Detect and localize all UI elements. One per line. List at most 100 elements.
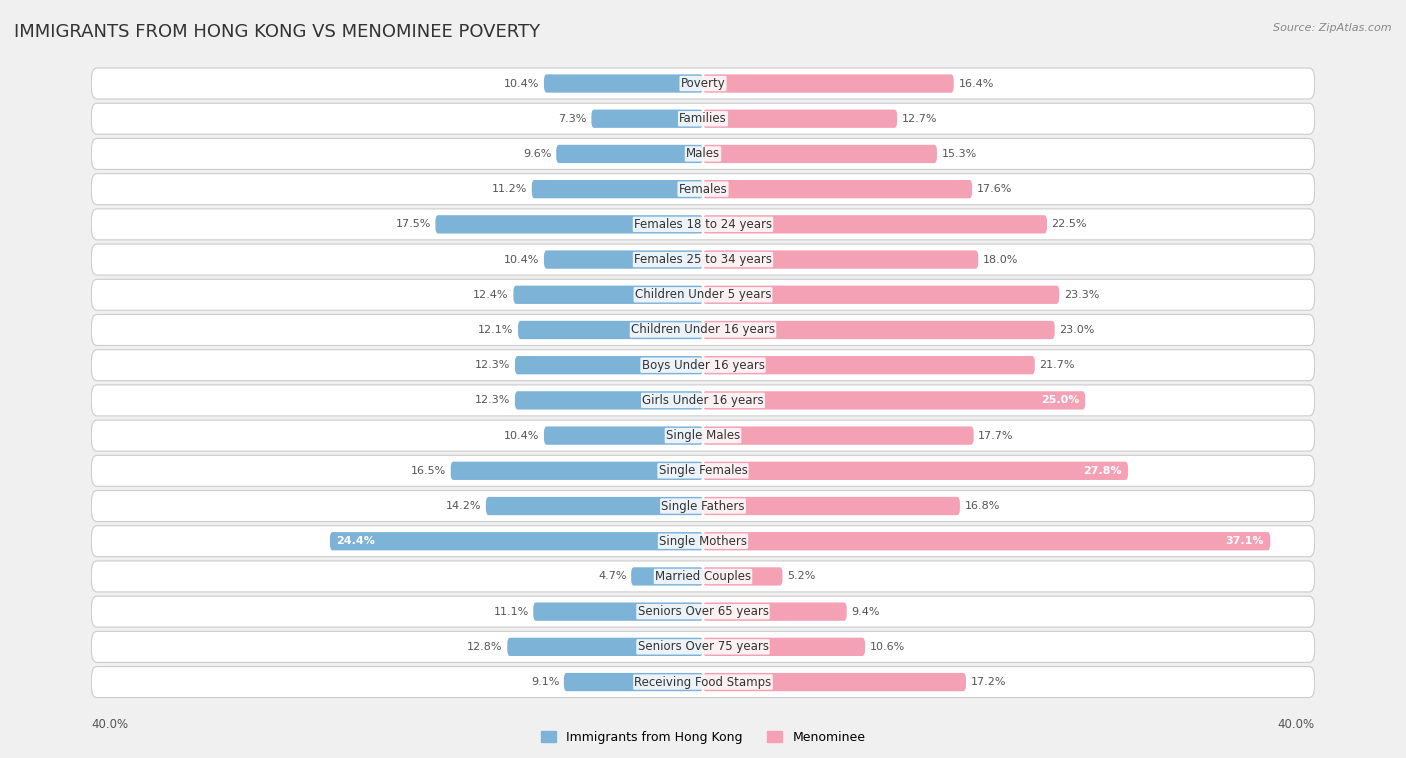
Text: 27.8%: 27.8% xyxy=(1084,466,1122,476)
Text: 11.2%: 11.2% xyxy=(492,184,527,194)
FancyBboxPatch shape xyxy=(703,673,966,691)
Text: 14.2%: 14.2% xyxy=(446,501,481,511)
FancyBboxPatch shape xyxy=(515,356,703,374)
Text: Children Under 5 years: Children Under 5 years xyxy=(634,288,772,301)
FancyBboxPatch shape xyxy=(91,631,1315,662)
Text: 10.6%: 10.6% xyxy=(870,642,905,652)
Text: 16.4%: 16.4% xyxy=(959,79,994,89)
FancyBboxPatch shape xyxy=(91,68,1315,99)
Text: Girls Under 16 years: Girls Under 16 years xyxy=(643,394,763,407)
FancyBboxPatch shape xyxy=(91,420,1315,451)
FancyBboxPatch shape xyxy=(91,526,1315,556)
Text: Single Mothers: Single Mothers xyxy=(659,534,747,548)
Text: 10.4%: 10.4% xyxy=(503,255,540,265)
Text: Poverty: Poverty xyxy=(681,77,725,90)
Text: Single Fathers: Single Fathers xyxy=(661,500,745,512)
Text: 17.7%: 17.7% xyxy=(979,431,1014,440)
Text: 10.4%: 10.4% xyxy=(503,79,540,89)
Text: Receiving Food Stamps: Receiving Food Stamps xyxy=(634,675,772,688)
FancyBboxPatch shape xyxy=(515,391,703,409)
FancyBboxPatch shape xyxy=(436,215,703,233)
FancyBboxPatch shape xyxy=(703,321,1054,339)
Text: 17.2%: 17.2% xyxy=(970,677,1007,687)
Text: 37.1%: 37.1% xyxy=(1226,536,1264,547)
FancyBboxPatch shape xyxy=(703,145,936,163)
Text: 12.4%: 12.4% xyxy=(474,290,509,299)
Text: 5.2%: 5.2% xyxy=(787,572,815,581)
FancyBboxPatch shape xyxy=(91,315,1315,346)
Text: 17.6%: 17.6% xyxy=(977,184,1012,194)
Text: Source: ZipAtlas.com: Source: ZipAtlas.com xyxy=(1274,23,1392,33)
FancyBboxPatch shape xyxy=(703,180,972,199)
FancyBboxPatch shape xyxy=(544,427,703,445)
Text: 23.0%: 23.0% xyxy=(1059,325,1095,335)
FancyBboxPatch shape xyxy=(703,637,865,656)
Text: Males: Males xyxy=(686,148,720,161)
Text: 24.4%: 24.4% xyxy=(336,536,375,547)
FancyBboxPatch shape xyxy=(91,490,1315,522)
FancyBboxPatch shape xyxy=(91,139,1315,170)
FancyBboxPatch shape xyxy=(703,286,1059,304)
FancyBboxPatch shape xyxy=(703,532,1270,550)
FancyBboxPatch shape xyxy=(533,603,703,621)
Text: 22.5%: 22.5% xyxy=(1052,219,1087,230)
FancyBboxPatch shape xyxy=(703,391,1085,409)
FancyBboxPatch shape xyxy=(592,110,703,128)
Text: 15.3%: 15.3% xyxy=(942,149,977,159)
FancyBboxPatch shape xyxy=(703,356,1035,374)
FancyBboxPatch shape xyxy=(91,103,1315,134)
FancyBboxPatch shape xyxy=(330,532,703,550)
FancyBboxPatch shape xyxy=(531,180,703,199)
FancyBboxPatch shape xyxy=(508,637,703,656)
FancyBboxPatch shape xyxy=(544,250,703,269)
Text: 16.8%: 16.8% xyxy=(965,501,1000,511)
Text: Boys Under 16 years: Boys Under 16 years xyxy=(641,359,765,371)
Text: 9.4%: 9.4% xyxy=(851,606,880,617)
FancyBboxPatch shape xyxy=(91,349,1315,381)
FancyBboxPatch shape xyxy=(564,673,703,691)
FancyBboxPatch shape xyxy=(631,567,703,586)
FancyBboxPatch shape xyxy=(703,462,1128,480)
FancyBboxPatch shape xyxy=(544,74,703,92)
Text: Females 18 to 24 years: Females 18 to 24 years xyxy=(634,218,772,231)
Text: 12.1%: 12.1% xyxy=(478,325,513,335)
FancyBboxPatch shape xyxy=(91,561,1315,592)
FancyBboxPatch shape xyxy=(486,496,703,515)
Text: Females: Females xyxy=(679,183,727,196)
Text: 21.7%: 21.7% xyxy=(1039,360,1074,370)
FancyBboxPatch shape xyxy=(703,427,973,445)
FancyBboxPatch shape xyxy=(703,74,953,92)
Text: 18.0%: 18.0% xyxy=(983,255,1018,265)
FancyBboxPatch shape xyxy=(703,215,1047,233)
Text: 4.7%: 4.7% xyxy=(598,572,627,581)
FancyBboxPatch shape xyxy=(703,603,846,621)
Text: 25.0%: 25.0% xyxy=(1040,396,1080,406)
FancyBboxPatch shape xyxy=(91,174,1315,205)
Text: Seniors Over 65 years: Seniors Over 65 years xyxy=(637,605,769,618)
Text: 9.6%: 9.6% xyxy=(523,149,551,159)
FancyBboxPatch shape xyxy=(557,145,703,163)
FancyBboxPatch shape xyxy=(703,567,783,586)
Text: 40.0%: 40.0% xyxy=(91,718,128,731)
FancyBboxPatch shape xyxy=(703,250,979,269)
FancyBboxPatch shape xyxy=(703,496,960,515)
Text: Families: Families xyxy=(679,112,727,125)
Text: 12.7%: 12.7% xyxy=(901,114,938,124)
FancyBboxPatch shape xyxy=(91,279,1315,310)
Text: Females 25 to 34 years: Females 25 to 34 years xyxy=(634,253,772,266)
FancyBboxPatch shape xyxy=(703,110,897,128)
Text: 12.3%: 12.3% xyxy=(475,360,510,370)
Text: Seniors Over 75 years: Seniors Over 75 years xyxy=(637,641,769,653)
FancyBboxPatch shape xyxy=(91,244,1315,275)
FancyBboxPatch shape xyxy=(91,385,1315,416)
Text: 12.3%: 12.3% xyxy=(475,396,510,406)
FancyBboxPatch shape xyxy=(91,456,1315,487)
Text: 10.4%: 10.4% xyxy=(503,431,540,440)
Text: Married Couples: Married Couples xyxy=(655,570,751,583)
Text: Single Females: Single Females xyxy=(658,465,748,478)
Text: 16.5%: 16.5% xyxy=(411,466,446,476)
Text: 9.1%: 9.1% xyxy=(531,677,560,687)
Text: IMMIGRANTS FROM HONG KONG VS MENOMINEE POVERTY: IMMIGRANTS FROM HONG KONG VS MENOMINEE P… xyxy=(14,23,540,41)
Text: 17.5%: 17.5% xyxy=(395,219,430,230)
FancyBboxPatch shape xyxy=(451,462,703,480)
